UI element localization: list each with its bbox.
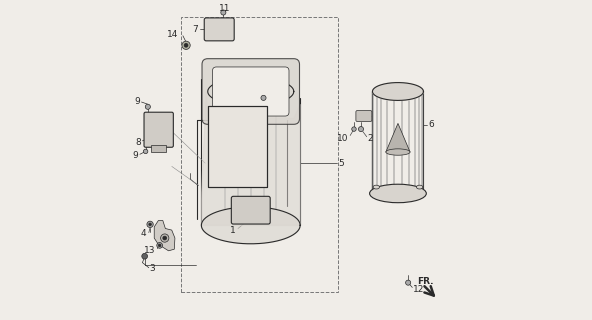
Polygon shape — [201, 207, 300, 244]
Text: 2: 2 — [368, 134, 374, 143]
Bar — [208, 106, 266, 187]
Text: 1: 1 — [230, 226, 236, 235]
Ellipse shape — [416, 185, 423, 189]
Polygon shape — [372, 83, 423, 100]
FancyBboxPatch shape — [204, 18, 234, 41]
Circle shape — [184, 44, 188, 47]
Circle shape — [358, 126, 363, 132]
Text: 14: 14 — [168, 30, 179, 39]
Circle shape — [159, 244, 161, 247]
Text: 6: 6 — [428, 120, 434, 130]
FancyBboxPatch shape — [213, 67, 289, 116]
Circle shape — [160, 234, 169, 242]
Text: 9: 9 — [134, 97, 140, 106]
Circle shape — [149, 223, 152, 226]
FancyBboxPatch shape — [231, 196, 270, 224]
FancyBboxPatch shape — [356, 111, 372, 122]
Text: 5: 5 — [339, 159, 344, 168]
Circle shape — [147, 221, 153, 228]
Text: 4: 4 — [141, 229, 146, 238]
Text: FR.: FR. — [417, 276, 433, 285]
Text: 7: 7 — [192, 25, 198, 34]
Circle shape — [352, 127, 356, 131]
Text: 10: 10 — [337, 134, 348, 143]
Ellipse shape — [386, 149, 410, 155]
Text: 11: 11 — [218, 4, 230, 13]
Polygon shape — [201, 92, 300, 225]
FancyBboxPatch shape — [202, 59, 300, 124]
Circle shape — [221, 10, 226, 15]
Circle shape — [182, 41, 190, 50]
Text: 9: 9 — [133, 151, 139, 160]
Circle shape — [261, 95, 266, 100]
Text: 3: 3 — [149, 264, 155, 274]
Circle shape — [145, 104, 150, 109]
Bar — [208, 106, 266, 187]
Polygon shape — [386, 123, 410, 152]
Bar — [181, 17, 339, 292]
Polygon shape — [155, 220, 175, 251]
Circle shape — [142, 253, 147, 259]
Circle shape — [157, 243, 162, 248]
Ellipse shape — [373, 185, 379, 189]
Circle shape — [143, 149, 148, 154]
Text: 13: 13 — [144, 246, 156, 255]
Circle shape — [163, 236, 166, 240]
FancyBboxPatch shape — [144, 112, 173, 147]
Text: 8: 8 — [135, 138, 141, 147]
Ellipse shape — [369, 184, 426, 203]
Text: 12: 12 — [413, 285, 424, 294]
Bar — [152, 145, 166, 152]
Circle shape — [406, 280, 411, 285]
